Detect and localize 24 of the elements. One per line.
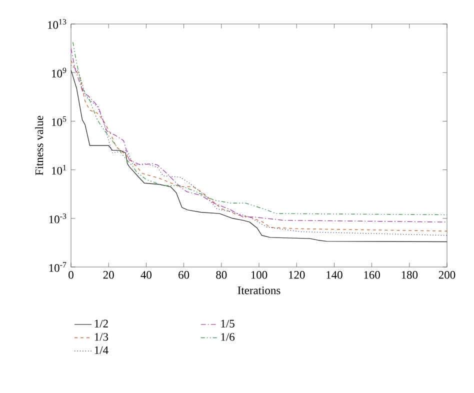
x-tick-label: 180 bbox=[402, 271, 418, 279]
x-tick-label: 80 bbox=[216, 271, 227, 279]
legend-label: 1/6 bbox=[221, 333, 235, 341]
x-tick-label: 20 bbox=[103, 271, 114, 279]
x-tick-label: 200 bbox=[438, 271, 456, 279]
legend-label: 1/2 bbox=[94, 320, 108, 328]
x-tick-label: 120 bbox=[289, 271, 305, 279]
y-tick-label: 10$^{-3}$ bbox=[49, 214, 66, 224]
x-tick-label: 100 bbox=[251, 271, 268, 279]
y-tick-label: 10$^{9}$ bbox=[52, 68, 66, 78]
x-tick-label: 40 bbox=[140, 271, 152, 279]
x-tick-label: 0 bbox=[68, 271, 74, 279]
legend-label: 1/4 bbox=[94, 346, 108, 354]
x-axis-title: Iterations bbox=[238, 286, 280, 294]
y-tick-label: 10$^{13}$ bbox=[48, 19, 66, 29]
legend-label: 1/3 bbox=[94, 333, 108, 341]
x-tick-label: 60 bbox=[178, 271, 190, 279]
y-axis-title: Fitness value bbox=[35, 116, 44, 176]
x-tick-label: 140 bbox=[326, 271, 342, 279]
legend-label: 1/5 bbox=[221, 320, 234, 328]
y-tick-label: 10$^{-7}$ bbox=[49, 262, 66, 272]
x-tick-label: 160 bbox=[364, 271, 380, 279]
y-tick-label: 10$^{1}$ bbox=[52, 164, 66, 175]
y-tick-label: 10$^{5}$ bbox=[52, 116, 66, 126]
